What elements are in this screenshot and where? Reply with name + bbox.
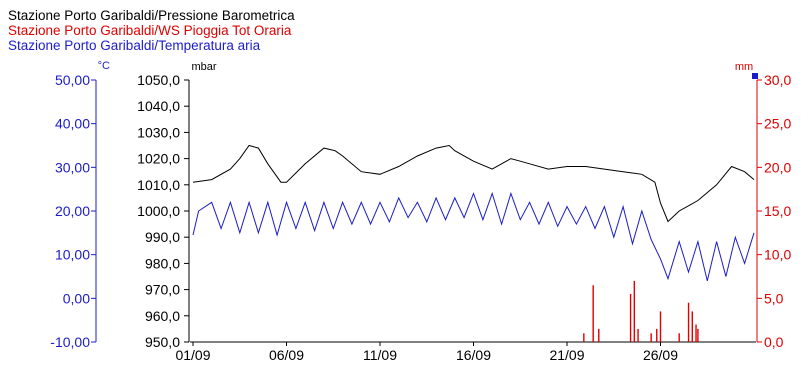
temperature-tick-label: 40,00 — [55, 116, 90, 132]
rain-tick-label: 25,0 — [764, 116, 791, 132]
pressure-series-line — [192, 144, 755, 223]
pressure-tick-label: 1050,0 — [137, 72, 180, 88]
x-tick-label: 16/09 — [456, 347, 491, 363]
pressure-tick-label: 990,0 — [145, 229, 180, 245]
temperature-tick-label: 10,00 — [55, 247, 90, 263]
rain-tick-label: 20,0 — [764, 159, 791, 175]
pressure-tick-label: 970,0 — [145, 282, 180, 298]
series-marker — [752, 73, 758, 79]
legend-pressure: Stazione Porto Garibaldi/Pressione Barom… — [8, 8, 295, 23]
pressure-tick-label: 960,0 — [145, 308, 180, 324]
pressure-tick-label: 980,0 — [145, 255, 180, 271]
pressure-tick-label: 950,0 — [145, 334, 180, 350]
pressure-tick-label: 1010,0 — [137, 177, 180, 193]
chart-legend: Stazione Porto Garibaldi/Pressione Barom… — [8, 8, 295, 53]
rain-tick-label: 30,0 — [764, 72, 791, 88]
x-tick-label: 06/09 — [269, 347, 304, 363]
pressure-tick-label: 1040,0 — [137, 98, 180, 114]
x-tick-label: 11/09 — [363, 347, 397, 363]
pressure-tick-label: 1000,0 — [137, 203, 180, 219]
rain-unit-label: mm — [735, 61, 753, 73]
legend-temperature: Stazione Porto Garibaldi/Temperatura ari… — [8, 38, 261, 53]
temperature-tick-label: 20,00 — [55, 203, 90, 219]
pressure-unit-label: mbar — [191, 61, 216, 73]
pressure-tick-label: 1030,0 — [137, 124, 180, 140]
x-tick-label: 01/09 — [175, 347, 210, 363]
temperature-tick-label: 30,00 — [55, 159, 90, 175]
x-tick-label: 26/09 — [643, 347, 678, 363]
pressure-tick-label: 1020,0 — [137, 151, 180, 167]
temperature-tick-label: 50,00 — [55, 72, 90, 88]
rain-tick-label: 0,0 — [764, 334, 784, 350]
x-tick-label: 21/09 — [549, 347, 584, 363]
rain-tick-label: 5,0 — [764, 290, 784, 306]
rain-tick-label: 10,0 — [764, 247, 791, 263]
legend-rain: Stazione Porto Garibaldi/WS Pioggia Tot … — [8, 23, 292, 38]
temperature-series-line — [192, 191, 755, 282]
temperature-tick-label: -10,00 — [50, 334, 90, 350]
temperature-tick-label: 0,00 — [63, 290, 90, 306]
temperature-unit-label: °C — [98, 60, 110, 72]
rain-tick-label: 15,0 — [764, 203, 791, 219]
